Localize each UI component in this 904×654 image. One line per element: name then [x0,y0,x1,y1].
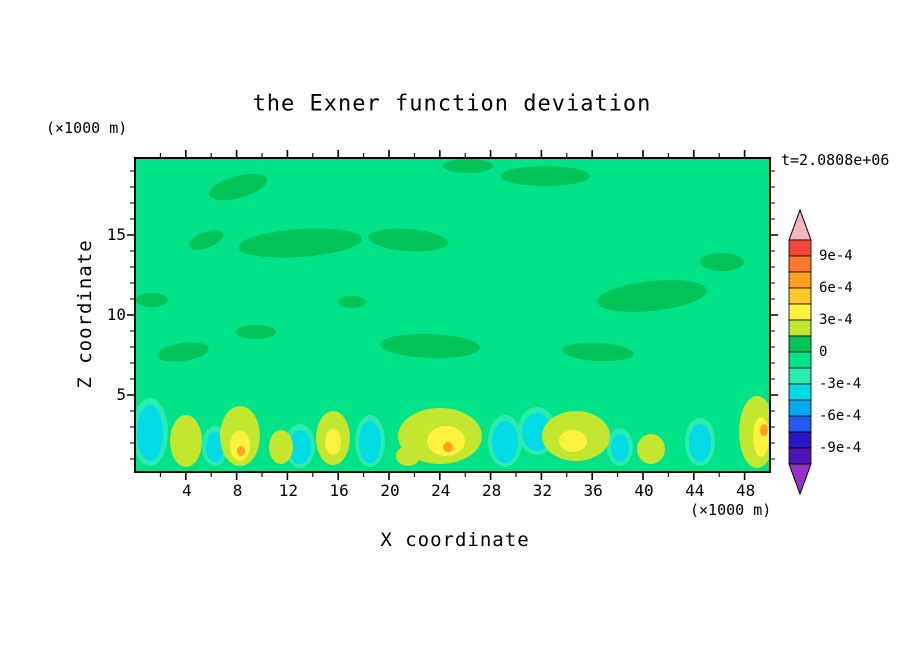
contour-blob [230,431,250,461]
x-tick-label: 28 [481,481,502,500]
axis-major-ticks [127,150,778,480]
colorbar-cell [788,255,812,273]
contour-blob [269,430,293,464]
colorbar-label: 9e-4 [819,248,853,264]
contour-blob [492,421,518,463]
y-axis-unit: (×1000 m) [46,119,128,137]
colorbar [788,208,812,496]
colorbar-cell [788,271,812,289]
axis-minor-ticks [130,153,775,477]
contour-blob [637,434,665,464]
x-tick-label: 24 [431,481,451,500]
colorbar-cell [788,303,812,321]
colorbar-label: 3e-4 [819,312,853,328]
x-tick-label: 40 [634,481,654,500]
contour-blob [289,430,311,464]
colorbar-arrow-bottom [788,463,812,496]
contour-blob [700,253,744,271]
contour-positive-patches [136,159,744,362]
colorbar-label: -6e-4 [819,408,862,424]
page-title: the Exner function deviation [252,91,652,117]
contour-blob [237,446,245,456]
contour-blob [238,228,362,258]
contour-blob [338,296,366,308]
x-tick-label: 8 [232,481,243,500]
contour-negative-cores [137,405,711,464]
contour-blob [188,230,224,250]
contour-blob [597,280,707,312]
contour-blob [611,434,629,462]
contour-yellow-cores [230,417,769,461]
contour-blob [359,421,381,463]
colorbar-label: -3e-4 [819,376,862,392]
x-tick-label: 44 [685,481,705,500]
contour-blob [753,417,769,457]
colorbar-cell [788,287,812,305]
contour-blob [760,424,768,436]
colorbar-cell [788,415,812,433]
contour-orange-maxima [237,424,768,456]
colorbar-label: -9e-4 [819,440,862,456]
x-axis-label: X coordinate [380,529,530,551]
contour-blob [559,430,587,452]
colorbar-cell [788,335,812,353]
x-tick-label: 32 [532,481,553,500]
colorbar-cell [788,399,812,417]
y-tick-label: 15 [106,225,126,244]
colorbar-cell [788,431,812,449]
contour-blob [443,159,493,173]
x-tick-label: 20 [380,481,400,500]
contour-blob [500,166,590,186]
contour-blob [208,173,268,201]
contour-blob [325,429,341,455]
x-tick-label: 12 [278,481,299,500]
colorbar-cell [788,239,812,257]
contour-blob [427,426,465,456]
x-tick-label: 4 [181,481,192,500]
colorbar-label: 0 [819,344,828,360]
time-annotation: t=2.0808e+06 [781,151,890,169]
contour-blob [206,432,224,462]
contour-blob [170,415,202,467]
contour-blob [236,325,276,339]
colorbar-cell [788,351,812,369]
x-axis-unit: (×1000 m) [690,501,772,519]
contour-blob [137,405,163,461]
colorbar-cell [788,383,812,401]
contour-blob [443,442,453,452]
x-tick-label: 16 [329,481,349,500]
contour-blob [689,424,711,462]
colorbar-cell [788,367,812,385]
x-tick-label: 48 [735,481,756,500]
contour-blob [562,342,634,362]
contour-blob [136,293,168,307]
contour-blob [380,333,480,359]
contour-blob [157,342,209,362]
contour-blob [396,446,420,466]
y-tick-label: 10 [106,305,126,324]
colorbar-cell [788,319,812,337]
colorbar-cell [788,447,812,465]
x-tick-label: 36 [583,481,603,500]
colorbar-arrow-top [788,208,812,241]
colorbar-label: 6e-4 [819,280,853,296]
contour-blob [368,228,448,252]
y-tick-label: 5 [116,385,126,404]
